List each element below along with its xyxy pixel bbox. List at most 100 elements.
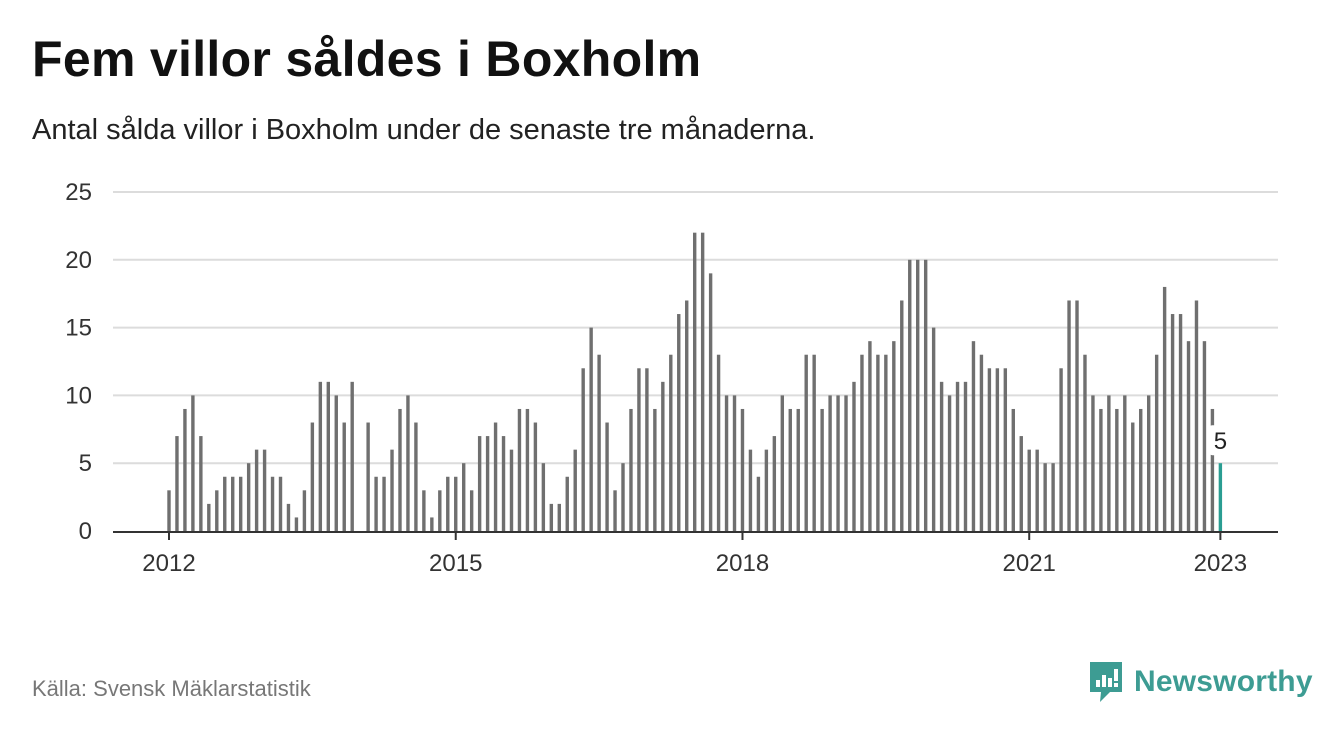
- y-axis-labels: 0 5 10 15 20 25: [65, 179, 92, 545]
- bar: [207, 503, 211, 531]
- y-tick-label: 5: [79, 450, 92, 477]
- bar: [1003, 368, 1008, 531]
- bar: [716, 354, 721, 531]
- brand-logo[interactable]: Newsworthy: [1088, 660, 1313, 704]
- bar: [708, 273, 713, 531]
- bar: [828, 395, 832, 531]
- bar-chart: 0 5 10 15 20 25 2012 2015 2018 2021 2023 5: [65, 179, 1278, 577]
- bar: [167, 490, 171, 531]
- newsworthy-logo-icon: [1090, 662, 1122, 702]
- bars: [167, 232, 1223, 531]
- bar: [183, 408, 187, 531]
- bar: [477, 436, 482, 531]
- bar: [700, 232, 705, 531]
- bar: [557, 503, 561, 531]
- bar: [621, 463, 625, 531]
- bar: [294, 517, 299, 531]
- bar: [661, 381, 665, 531]
- bar: [1170, 314, 1175, 531]
- bar: [1075, 300, 1079, 531]
- bar: [1059, 368, 1063, 531]
- bar: [350, 381, 354, 531]
- bar: [270, 476, 275, 531]
- bar: [581, 368, 585, 531]
- bar: [310, 422, 315, 531]
- bar: [908, 259, 912, 531]
- bar: [406, 395, 410, 531]
- x-tick-label: 2018: [716, 550, 769, 577]
- bar: [191, 395, 195, 531]
- bar: [318, 381, 323, 531]
- y-tick-label: 0: [79, 518, 92, 545]
- bar: [238, 476, 243, 531]
- bar: [493, 422, 498, 531]
- bar: [677, 314, 681, 531]
- bar: [1043, 463, 1047, 531]
- source-note: Källa: Svensk Mäklarstatistik: [32, 676, 311, 701]
- bar: [995, 368, 1000, 531]
- bar: [740, 408, 745, 531]
- bar: [685, 300, 689, 531]
- bar: [342, 422, 346, 531]
- bar: [302, 490, 307, 531]
- bar: [374, 476, 378, 531]
- bar: [199, 436, 203, 531]
- bar: [1210, 408, 1215, 531]
- bar: [430, 517, 434, 531]
- highlighted-bar: [1218, 463, 1223, 531]
- bar: [788, 408, 792, 531]
- bar: [1202, 341, 1207, 531]
- bar: [1019, 436, 1023, 531]
- y-tick-label: 10: [65, 382, 92, 409]
- bar: [796, 408, 800, 531]
- brand-name: Newsworthy: [1134, 665, 1313, 698]
- bar: [637, 368, 641, 531]
- bar: [900, 300, 904, 531]
- bar: [533, 422, 538, 531]
- bar: [892, 341, 896, 531]
- bar: [1115, 408, 1119, 531]
- bar: [414, 422, 418, 531]
- chart-title: Fem villor såldes i Boxholm: [32, 31, 702, 87]
- bar: [868, 341, 872, 531]
- bar: [1154, 354, 1159, 531]
- bar: [1178, 314, 1183, 531]
- bar: [438, 490, 442, 531]
- bar: [1146, 395, 1151, 531]
- bar: [963, 381, 968, 531]
- bar: [1162, 286, 1167, 531]
- bar: [724, 395, 729, 531]
- bar: [286, 503, 291, 531]
- bar: [1123, 395, 1127, 531]
- chart-subtitle: Antal sålda villor i Boxholm under de se…: [32, 114, 816, 146]
- bar: [326, 381, 330, 531]
- bar: [629, 408, 633, 531]
- bar: [613, 490, 617, 531]
- bar: [462, 463, 466, 531]
- bar: [597, 354, 601, 531]
- bar: [756, 476, 761, 531]
- bar: [549, 503, 554, 531]
- bar: [844, 395, 848, 531]
- x-tick-label: 2021: [1003, 550, 1056, 577]
- bar: [884, 354, 888, 531]
- bar: [764, 449, 769, 531]
- bar: [589, 327, 593, 531]
- bar: [772, 436, 777, 531]
- value-annotation: 5: [1208, 425, 1233, 456]
- bar: [422, 490, 426, 531]
- bar: [390, 449, 394, 531]
- bar: [1194, 300, 1199, 531]
- bar: [254, 449, 259, 531]
- bar: [398, 408, 402, 531]
- bar: [1131, 422, 1135, 531]
- bar: [916, 259, 920, 531]
- y-tick-label: 20: [65, 247, 92, 274]
- bar: [931, 327, 936, 531]
- bar: [223, 476, 227, 531]
- bar: [732, 395, 737, 531]
- annotation-label: 5: [1214, 428, 1227, 455]
- bar: [262, 449, 267, 531]
- bar: [366, 422, 370, 531]
- bar: [971, 341, 976, 531]
